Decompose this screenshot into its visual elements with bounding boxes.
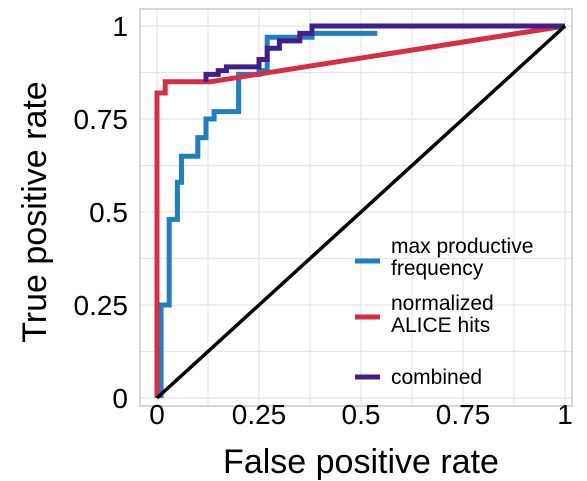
legend-label-1: max productive frequency <box>391 235 533 280</box>
plot-panel <box>139 8 573 407</box>
x-tick-label: 0.25 <box>232 399 287 430</box>
x-axis-title: False positive rate <box>223 443 499 481</box>
y-tick-label: 0.25 <box>74 290 129 321</box>
x-tick-labels: 0 0.25 0.5 0.75 1 <box>149 399 573 430</box>
x-tick-label: 0.5 <box>342 399 381 430</box>
series-line-1 <box>158 30 378 398</box>
grid <box>140 9 572 406</box>
x-tick-label: 0 <box>149 399 165 430</box>
legend: max productive frequency normalized ALICE h… <box>355 235 533 389</box>
diagonal-reference-line <box>155 24 567 400</box>
legend-label-3: combined <box>391 366 482 389</box>
y-tick-label: 0.75 <box>74 104 129 135</box>
y-tick-label: 0.5 <box>89 197 128 228</box>
y-tick-label: 0 <box>112 383 128 414</box>
y-tick-label: 1 <box>112 11 128 42</box>
series-lines <box>154 23 567 400</box>
y-axis-title: True positive rate <box>16 81 54 342</box>
x-tick-label: 0.75 <box>436 399 491 430</box>
legend-label-2: normalized ALICE hits <box>391 292 494 337</box>
x-tick-label: 1 <box>557 399 573 430</box>
y-tick-labels: 0 0.25 0.5 0.75 1 <box>74 11 129 414</box>
series-line-2 <box>154 23 566 398</box>
series-line-3 <box>203 23 565 82</box>
